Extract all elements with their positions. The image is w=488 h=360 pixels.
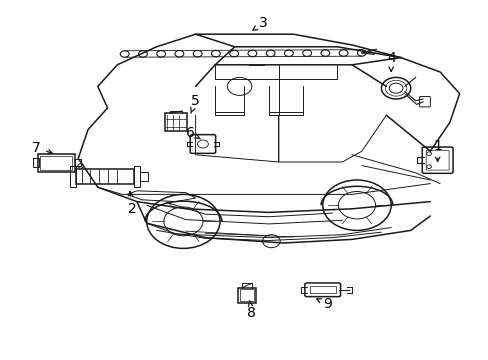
Text: 9: 9 bbox=[316, 297, 331, 311]
Text: 3: 3 bbox=[252, 17, 267, 30]
Text: 6: 6 bbox=[186, 126, 200, 140]
Text: 2: 2 bbox=[127, 192, 136, 216]
Text: 8: 8 bbox=[247, 301, 256, 320]
Text: 7: 7 bbox=[32, 141, 52, 154]
Text: 4: 4 bbox=[386, 51, 395, 71]
Text: 1: 1 bbox=[432, 139, 441, 161]
Text: 5: 5 bbox=[190, 94, 200, 113]
